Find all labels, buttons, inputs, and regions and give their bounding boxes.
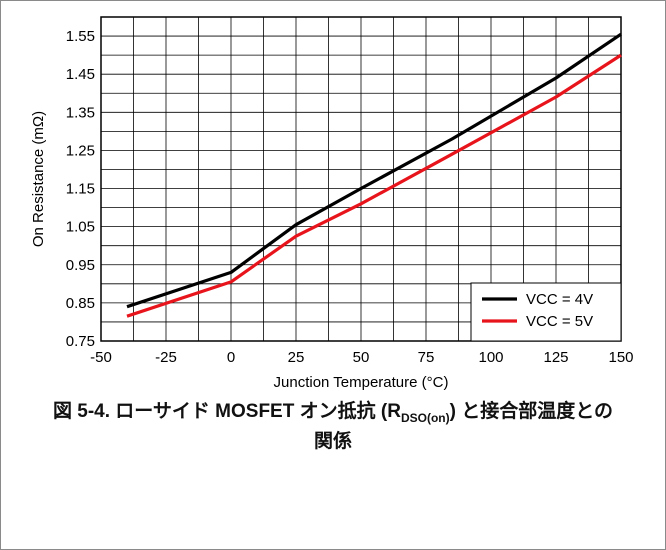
grid — [100, 16, 622, 342]
y-tick-label: 0.75 — [66, 333, 95, 350]
x-tick-label: 25 — [288, 349, 305, 366]
x-tick-label: 125 — [543, 349, 568, 366]
caption-line2: 関係 — [313, 430, 352, 452]
x-tick-label: 100 — [478, 349, 503, 366]
y-tick-label: 1.45 — [66, 66, 95, 83]
x-tick-label: 50 — [353, 349, 370, 366]
x-tick-label: 150 — [608, 349, 633, 366]
legend-label: VCC = 5V — [526, 313, 593, 330]
y-tick-label: 1.25 — [66, 142, 95, 159]
series-layer — [126, 32, 622, 318]
legend-items: VCC = 4V VCC = 5V — [482, 291, 593, 330]
legend-box — [470, 282, 622, 342]
x-tick-label: -25 — [155, 349, 177, 366]
chart: 0.75 0.85 0.95 1.05 1.15 1.25 1.35 1.45 1.55 -50… — [30, 16, 634, 391]
x-tick-labels: -50 -25 0 25 50 75 100 125 150 — [90, 349, 633, 366]
y-axis-label: On Resistance (mΩ) — [30, 111, 47, 247]
y-tick-label: 0.95 — [66, 257, 95, 274]
y-tick-labels: 0.75 0.85 0.95 1.05 1.15 1.25 1.35 1.45 1.55 — [66, 28, 95, 350]
y-tick-label: 1.05 — [66, 219, 95, 236]
figure-caption: 図 5-4. ローサイド MOSFET オン抵抗 (RDSO(on)) と接合部… — [0, 400, 666, 454]
plot-border — [100, 16, 622, 342]
legend: VCC = 4V VCC = 5V — [470, 282, 622, 342]
caption-prefix: 図 5-4. ローサイド MOSFET オン抵抗 (R — [52, 401, 401, 422]
y-tick-label: 1.35 — [66, 104, 95, 121]
y-tick-label: 1.55 — [66, 28, 95, 45]
series-line-2 — [126, 53, 622, 318]
caption-subscript: DSO(on) — [400, 410, 450, 425]
caption-suffix: ) と接合部温度との — [449, 401, 614, 422]
series-line-1 — [126, 32, 622, 309]
legend-label: VCC = 4V — [526, 291, 593, 308]
x-tick-label: -50 — [90, 349, 112, 366]
y-tick-label: 0.85 — [66, 295, 95, 312]
x-tick-label: 0 — [227, 349, 235, 366]
x-axis-label: Junction Temperature (°C) — [274, 374, 449, 391]
y-tick-label: 1.15 — [66, 181, 95, 198]
x-tick-label: 75 — [418, 349, 435, 366]
